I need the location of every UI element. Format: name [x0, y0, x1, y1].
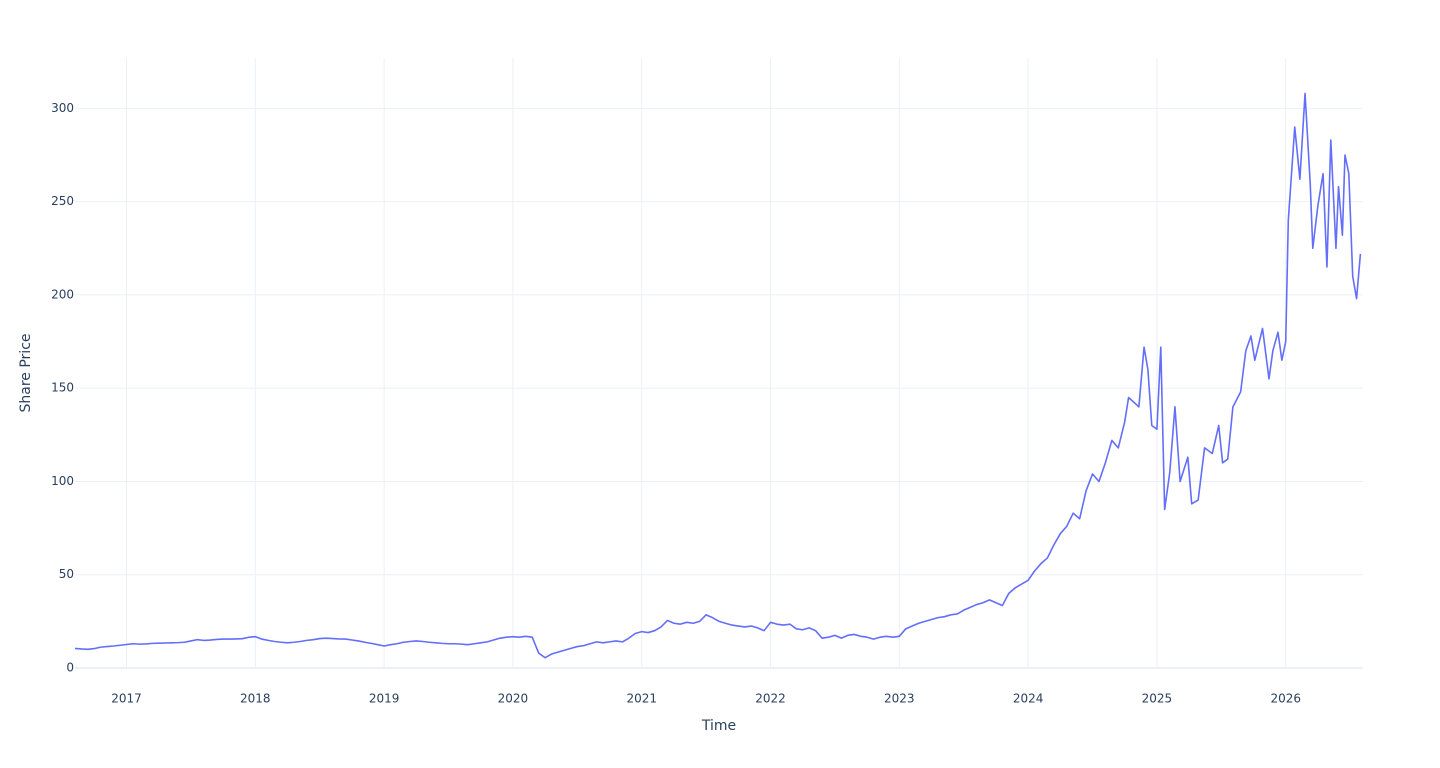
- x-tick-label: 2020: [498, 692, 529, 706]
- y-tick-label: 300: [51, 101, 74, 115]
- x-tick-label: 2024: [1013, 692, 1044, 706]
- x-axis-title: Time: [701, 718, 736, 734]
- x-tick-label: 2025: [1142, 692, 1173, 706]
- x-tick-label: 2017: [111, 692, 142, 706]
- y-tick-label: 200: [51, 287, 74, 301]
- y-axis-title: Share Price: [18, 333, 34, 412]
- y-tick-label: 100: [51, 474, 74, 488]
- x-tick-label: 2019: [369, 692, 400, 706]
- y-tick-label: 0: [66, 661, 74, 675]
- x-tick-label: 2026: [1270, 692, 1301, 706]
- x-tick-label: 2018: [240, 692, 271, 706]
- y-tick-label: 50: [59, 567, 74, 581]
- y-tick-label: 150: [51, 381, 74, 395]
- price-line: [74, 92, 1362, 659]
- x-tick-label: 2021: [626, 692, 657, 706]
- y-tick-label: 250: [51, 194, 74, 208]
- x-tick-label: 2022: [755, 692, 786, 706]
- x-tick-label: 2023: [884, 692, 915, 706]
